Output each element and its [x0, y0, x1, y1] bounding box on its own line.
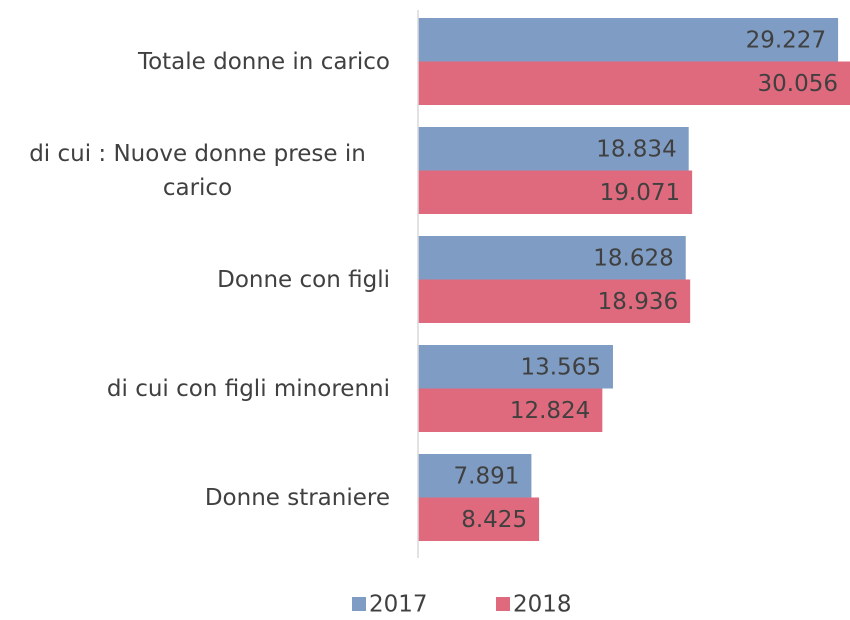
- bar: [418, 18, 839, 62]
- value-label: 8.425: [461, 507, 527, 533]
- bar: [418, 279, 691, 323]
- value-label: 12.824: [510, 398, 590, 424]
- category-label: di cui : Nuove donne prese in carico: [29, 140, 366, 201]
- category-label: Donne con figli: [217, 266, 390, 293]
- bar: [418, 454, 532, 498]
- bar: [418, 170, 693, 214]
- bar: [418, 236, 686, 280]
- category-label: di cui con figli minorenni: [106, 375, 390, 402]
- bar: [418, 497, 540, 541]
- value-label: 19.071: [600, 180, 680, 206]
- category-label: Totale donne in carico: [137, 48, 390, 75]
- value-label: 18.936: [598, 289, 678, 315]
- value-label: 7.891: [454, 463, 520, 489]
- value-label: 18.628: [593, 245, 673, 271]
- bar: [418, 61, 850, 105]
- legend-swatch: [352, 597, 366, 611]
- bar: [418, 127, 689, 171]
- legend-swatch: [496, 597, 510, 611]
- legend-label: 2017: [369, 592, 428, 618]
- legend-label: 2018: [513, 592, 572, 618]
- category-label: Donne straniere: [204, 484, 390, 511]
- value-label: 18.834: [596, 136, 676, 162]
- value-label: 30.056: [758, 71, 838, 97]
- bar: [418, 345, 613, 389]
- value-label: 29.227: [746, 27, 826, 53]
- bar: [418, 388, 603, 432]
- value-label: 13.565: [520, 354, 600, 380]
